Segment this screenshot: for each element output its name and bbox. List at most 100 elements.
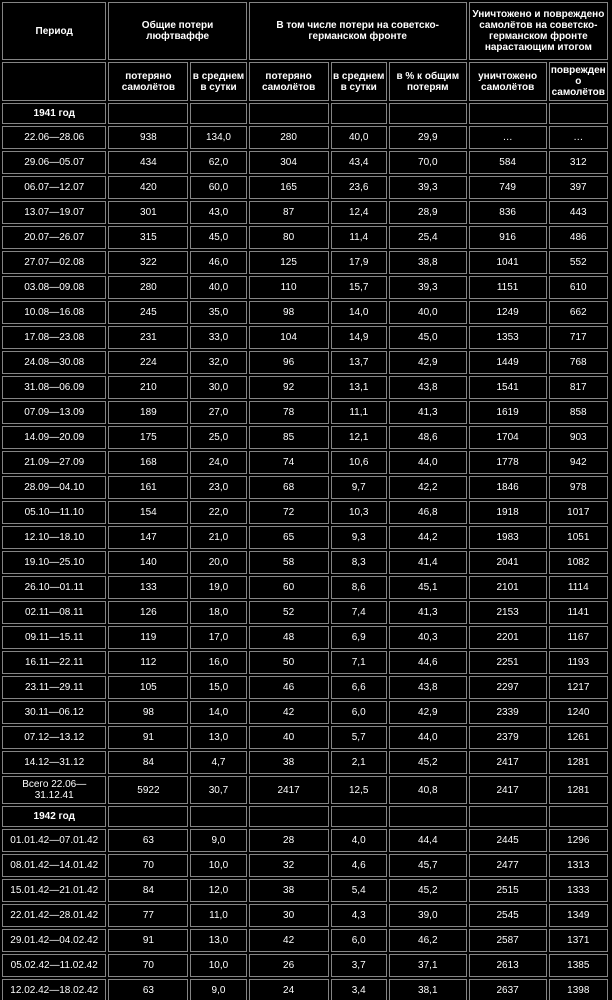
value-cell: 91	[108, 929, 189, 952]
value-cell: 17,9	[330, 251, 387, 274]
value-cell: 24	[248, 979, 329, 1000]
year-band-empty-cell	[248, 806, 329, 827]
value-cell: 10,3	[330, 501, 387, 524]
value-cell: 87	[248, 201, 329, 224]
value-cell: 24,0	[190, 451, 247, 474]
value-cell: 32	[248, 854, 329, 877]
period-cell: 12.10—18.10	[2, 526, 107, 549]
value-cell: 45,2	[388, 751, 467, 774]
value-cell: 40,0	[330, 126, 387, 149]
value-cell: 23,0	[190, 476, 247, 499]
year-band-empty-cell	[330, 806, 387, 827]
value-cell: 2417	[248, 776, 329, 804]
value-cell: 15,0	[190, 676, 247, 699]
period-cell: 08.01.42—14.01.42	[2, 854, 107, 877]
value-cell: 4,6	[330, 854, 387, 877]
value-cell: 32,0	[190, 351, 247, 374]
value-cell: 38	[248, 751, 329, 774]
value-cell: 938	[108, 126, 189, 149]
value-cell: 2379	[468, 726, 547, 749]
value-cell: 28,9	[388, 201, 467, 224]
value-cell: 2477	[468, 854, 547, 877]
value-cell: 72	[248, 501, 329, 524]
sub-header-row: потеряно самолётов в среднем в сутки пот…	[2, 62, 608, 101]
period-cell: 15.01.42—21.01.42	[2, 879, 107, 902]
value-cell: 13,0	[190, 929, 247, 952]
value-cell: 2417	[468, 776, 547, 804]
value-cell: 35,0	[190, 301, 247, 324]
value-cell: 210	[108, 376, 189, 399]
value-cell: 125	[248, 251, 329, 274]
period-cell: 01.01.42—07.01.42	[2, 829, 107, 852]
value-cell: 44,6	[388, 651, 467, 674]
value-cell: 1983	[468, 526, 547, 549]
period-cell: Всего 22.06—31.12.41	[2, 776, 107, 804]
value-cell: 2613	[468, 954, 547, 977]
table-row: 21.09—27.09 168 24,0 74 10,6 44,0 1778 942	[2, 451, 608, 474]
value-cell: 903	[548, 426, 608, 449]
value-cell: 231	[108, 326, 189, 349]
value-cell: 44,4	[388, 829, 467, 852]
period-cell: 30.11—06.12	[2, 701, 107, 724]
value-cell: 45,2	[388, 879, 467, 902]
value-cell: 584	[468, 151, 547, 174]
value-cell: 11,0	[190, 904, 247, 927]
subheader-lost-aircraft-east: потеряно самолётов	[248, 62, 329, 101]
value-cell: 45,0	[388, 326, 467, 349]
value-cell: 14,0	[190, 701, 247, 724]
value-cell: 5,7	[330, 726, 387, 749]
period-cell: 29.01.42—04.02.42	[2, 929, 107, 952]
value-cell: 42,9	[388, 351, 467, 374]
value-cell: 40,8	[388, 776, 467, 804]
period-cell: 19.10—25.10	[2, 551, 107, 574]
value-cell: 46	[248, 676, 329, 699]
value-cell: 6,0	[330, 929, 387, 952]
year-band-empty-cell	[468, 806, 547, 827]
value-cell: 1141	[548, 601, 608, 624]
period-cell: 24.08—30.08	[2, 351, 107, 374]
value-cell: 397	[548, 176, 608, 199]
value-cell: 33,0	[190, 326, 247, 349]
value-cell: 98	[108, 701, 189, 724]
value-cell: 15,7	[330, 276, 387, 299]
value-cell: 1371	[548, 929, 608, 952]
value-cell: 48	[248, 626, 329, 649]
value-cell: 85	[248, 426, 329, 449]
period-cell: 10.08—16.08	[2, 301, 107, 324]
value-cell: 1217	[548, 676, 608, 699]
value-cell: 11,1	[330, 401, 387, 424]
value-cell: 168	[108, 451, 189, 474]
period-cell: 16.11—22.11	[2, 651, 107, 674]
value-cell: 322	[108, 251, 189, 274]
value-cell: 7,1	[330, 651, 387, 674]
value-cell: 8,6	[330, 576, 387, 599]
value-cell: 2339	[468, 701, 547, 724]
subheader-damaged-cumulative: повреждено самолётов	[548, 62, 608, 101]
value-cell: 1261	[548, 726, 608, 749]
value-cell: 44,2	[388, 526, 467, 549]
subheader-lost-aircraft: потеряно самолётов	[108, 62, 189, 101]
value-cell: 9,7	[330, 476, 387, 499]
value-cell: 84	[108, 879, 189, 902]
value-cell: 1619	[468, 401, 547, 424]
value-cell: 11,4	[330, 226, 387, 249]
table-body: 1941 год 22.06—28.06 938 134,0 280 40,0 29,9………	[2, 103, 608, 1000]
value-cell: 10,6	[330, 451, 387, 474]
value-cell: 42,2	[388, 476, 467, 499]
table-row: 14.12—31.12 84 4,7 38 2,1 45,2 2417 1281	[2, 751, 608, 774]
value-cell: 25,4	[388, 226, 467, 249]
value-cell: 1041	[468, 251, 547, 274]
value-cell: 58	[248, 551, 329, 574]
value-cell: 1082	[548, 551, 608, 574]
period-cell: 14.09—20.09	[2, 426, 107, 449]
value-cell: 6,9	[330, 626, 387, 649]
value-cell: 80	[248, 226, 329, 249]
column-group-total-losses: Общие потери люфтваффе	[108, 2, 247, 60]
value-cell: 45,0	[190, 226, 247, 249]
value-cell: 70	[108, 954, 189, 977]
table-row: 09.11—15.11 119 17,0 48 6,9 40,3 2201 1167	[2, 626, 608, 649]
value-cell: 9,0	[190, 979, 247, 1000]
value-cell: 22,0	[190, 501, 247, 524]
value-cell: 6,0	[330, 701, 387, 724]
subheader-daily-average-east: в среднем в сутки	[330, 62, 387, 101]
